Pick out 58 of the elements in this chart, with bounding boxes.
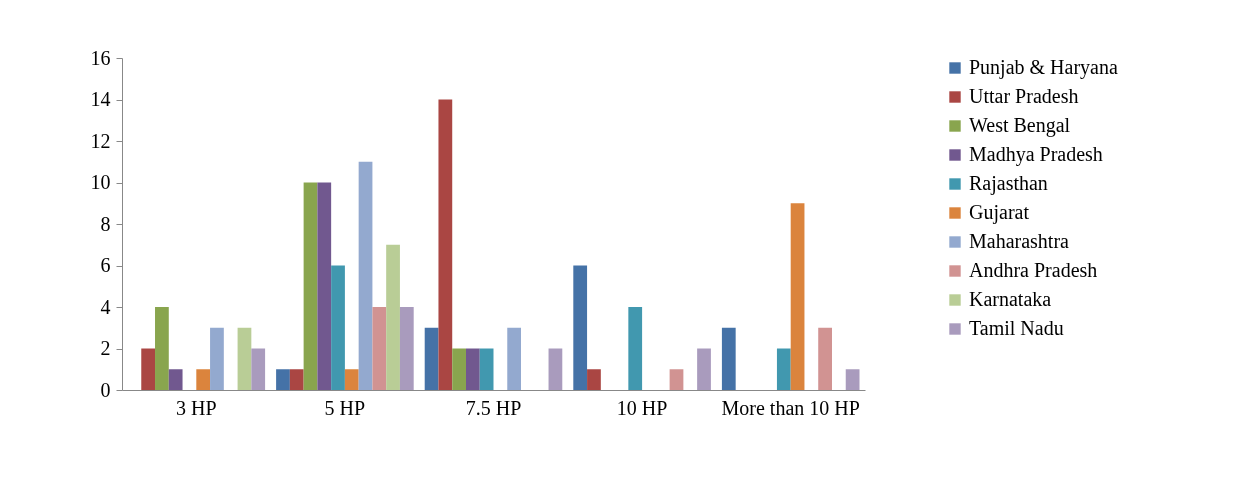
x-tick-label: More than 10 HP [721,396,860,419]
bar [155,307,169,390]
bar [331,265,345,390]
bar [251,348,266,390]
bar [289,369,304,390]
bar [399,307,414,390]
y-tick-label: 6 [100,254,111,276]
bar [790,203,805,390]
y-tick-label: 14 [90,88,111,110]
bar [721,327,736,390]
y-tick-label: 4 [100,295,111,318]
bar [465,348,480,390]
bar [452,348,466,390]
bar [386,244,400,390]
bar [196,369,211,390]
bar [344,369,359,390]
legend-label: Gujarat [969,201,1030,224]
legend-label: Karnataka [969,288,1052,310]
bar [210,327,224,390]
bar [587,369,601,390]
y-tick-label: 8 [100,212,111,235]
bar [669,369,684,390]
legend-label: Punjab & Haryana [969,56,1118,79]
legend-label: Uttar Pradesh [969,85,1079,107]
bar [697,348,711,390]
bar [573,265,588,390]
bar [628,307,643,390]
bar [424,327,439,390]
bar [303,182,318,390]
bar [372,307,387,390]
bar [438,99,453,390]
y-tick-label: 0 [100,378,111,401]
bar [548,348,563,390]
y-tick-label: 2 [100,337,111,359]
legend-label: Madhya Pradesh [969,143,1103,166]
x-tick-label: 7.5 HP [465,396,522,419]
bar [507,327,522,390]
bar [237,327,252,390]
y-tick-label: 10 [90,171,111,193]
legend-label: Tamil Nadu [969,317,1064,339]
bar [479,348,494,390]
y-tick-label: 16 [90,46,111,69]
bar [818,327,832,390]
legend-label: Rajasthan [969,172,1048,195]
bar [317,182,332,390]
y-tick-label: 12 [90,129,111,152]
x-tick-label: 5 HP [324,396,366,419]
x-tick-label: 3 HP [176,396,217,419]
bar [358,161,373,390]
bar [168,369,183,390]
legend-label: West Bengal [969,114,1071,137]
legend-label: Maharashtra [969,230,1070,252]
x-tick-label: 10 HP [616,396,668,419]
bar [276,369,290,390]
legend-label: Andhra Pradesh [969,259,1098,281]
bar [845,369,860,390]
bar [776,348,791,390]
bar [141,348,156,390]
